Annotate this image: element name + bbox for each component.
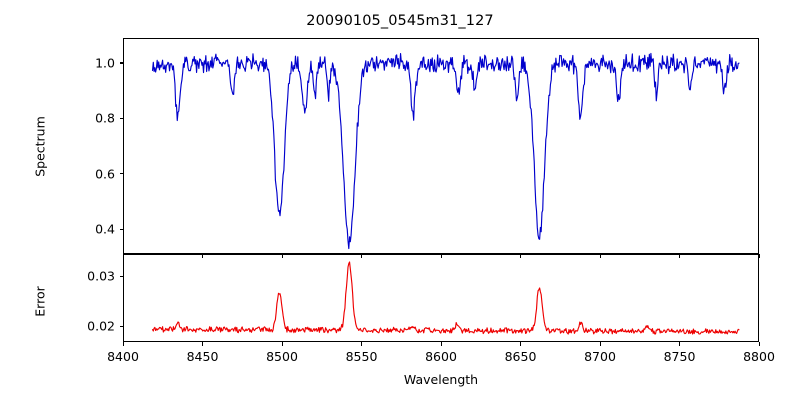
x-tick-mark-error-3: [361, 342, 363, 346]
x-tick-label-1: 8450: [186, 349, 219, 364]
x-tick-label-0: 8400: [107, 349, 139, 364]
figure-title: 20090105_0545m31_127: [306, 13, 494, 29]
x-tick-mark-spectrum-4: [440, 254, 442, 258]
x-tick-mark-spectrum-8: [758, 254, 760, 258]
x-tick-mark-error-0: [122, 342, 124, 346]
x-tick-label-6: 8700: [584, 349, 616, 364]
spectrum-panel: [123, 38, 759, 254]
x-tick-mark-error-4: [440, 342, 442, 346]
error-line-plot: [151, 261, 740, 335]
x-tick-mark-spectrum-5: [520, 254, 522, 258]
y-tick-label-spectrum-0: 0.4: [95, 221, 115, 237]
spectrum-line-plot: [151, 52, 740, 250]
y-tick-mark-error-1: [119, 275, 123, 277]
y-axis-label-spectrum: Spectrum: [32, 116, 48, 177]
y-tick-label-spectrum-2: 0.8: [95, 110, 115, 126]
x-tick-label-3: 8550: [345, 349, 378, 364]
y-tick-mark-spectrum-0: [119, 228, 123, 230]
x-tick-label-2: 8500: [266, 349, 298, 364]
x-tick-mark-spectrum-7: [679, 254, 681, 258]
x-tick-mark-spectrum-1: [202, 254, 204, 258]
y-tick-mark-spectrum-2: [119, 117, 123, 119]
x-tick-mark-error-8: [758, 342, 760, 346]
x-tick-label-7: 8750: [663, 349, 696, 364]
y-axis-label-error: Error: [32, 286, 48, 317]
x-tick-label-8: 8800: [743, 349, 775, 364]
y-tick-label-spectrum-3: 1.0: [95, 55, 115, 71]
x-tick-label-4: 8600: [425, 349, 457, 364]
y-tick-mark-spectrum-3: [119, 62, 123, 64]
y-tick-label-spectrum-1: 0.6: [95, 166, 115, 182]
error-panel: [123, 254, 759, 342]
x-tick-mark-spectrum-2: [281, 254, 283, 258]
y-tick-label-error-0: 0.02: [87, 318, 115, 334]
y-tick-mark-spectrum-1: [119, 173, 123, 175]
y-tick-label-error-1: 0.03: [87, 268, 115, 284]
x-tick-mark-error-5: [520, 342, 522, 346]
x-tick-mark-error-2: [281, 342, 283, 346]
x-axis-label-wavelength: Wavelength: [403, 372, 479, 387]
x-tick-mark-error-7: [679, 342, 681, 346]
x-tick-mark-error-1: [202, 342, 204, 346]
x-tick-mark-error-6: [599, 342, 601, 346]
x-tick-label-5: 8650: [504, 349, 537, 364]
y-tick-mark-error-0: [119, 325, 123, 327]
x-tick-mark-spectrum-0: [122, 254, 124, 258]
x-tick-mark-spectrum-3: [361, 254, 363, 258]
x-tick-mark-spectrum-6: [599, 254, 601, 258]
